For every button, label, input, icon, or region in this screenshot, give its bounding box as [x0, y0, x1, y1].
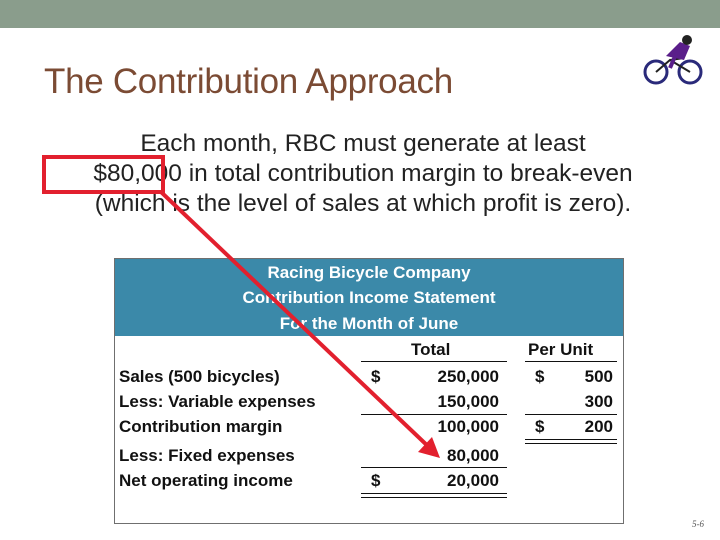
pointer-arrow — [158, 189, 434, 452]
statement-period: For the Month of June — [279, 314, 459, 333]
body-line: Each month, RBC must generate at least — [140, 130, 586, 157]
unit-header-underline — [525, 361, 617, 362]
row-unit: 200 — [584, 417, 613, 436]
row-label: Less: Variable expenses — [119, 392, 316, 411]
row-total: 250,000 — [437, 367, 499, 386]
row-unit-sign: $ — [535, 367, 545, 386]
row-total: 150,000 — [437, 392, 499, 411]
row-underline — [361, 493, 507, 494]
income-statement: Racing Bicycle Company Contribution Inco… — [114, 258, 624, 524]
row-underline — [525, 439, 617, 440]
highlight-box — [42, 155, 165, 194]
cyclist-icon — [643, 35, 703, 85]
row-total: 100,000 — [437, 417, 499, 436]
row-underline — [361, 414, 507, 415]
row-total: 80,000 — [447, 446, 499, 465]
body-line: $80,000 in total contribution margin to … — [93, 160, 633, 187]
total-header-underline — [361, 361, 507, 362]
company-name: Racing Bicycle Company — [267, 263, 471, 282]
arrow-head — [418, 437, 440, 458]
row-underline — [525, 414, 617, 415]
row-label: Contribution margin — [119, 417, 283, 436]
top-bar — [0, 0, 720, 28]
row-double-underline — [361, 497, 507, 498]
statement-name: Contribution Income Statement — [242, 288, 496, 307]
row-total: 20,000 — [447, 471, 499, 490]
row-label: Net operating income — [119, 471, 293, 490]
row-unit-sign: $ — [535, 417, 545, 436]
row-unit: 300 — [584, 392, 613, 411]
row-double-underline — [525, 443, 617, 444]
slide-number: 5-6 — [692, 519, 704, 529]
slide-title: The Contribution Approach — [44, 62, 453, 101]
row-label: Sales (500 bicycles) — [119, 367, 280, 386]
row-unit: 500 — [584, 367, 613, 386]
row-underline — [361, 467, 507, 468]
column-per-unit: Per Unit — [528, 340, 594, 359]
row-label: Less: Fixed expenses — [119, 446, 295, 465]
statement-header: Racing Bicycle Company Contribution Inco… — [115, 259, 623, 336]
row-total-sign: $ — [371, 471, 381, 490]
row-total-sign: $ — [371, 367, 381, 386]
column-total: Total — [411, 340, 451, 359]
